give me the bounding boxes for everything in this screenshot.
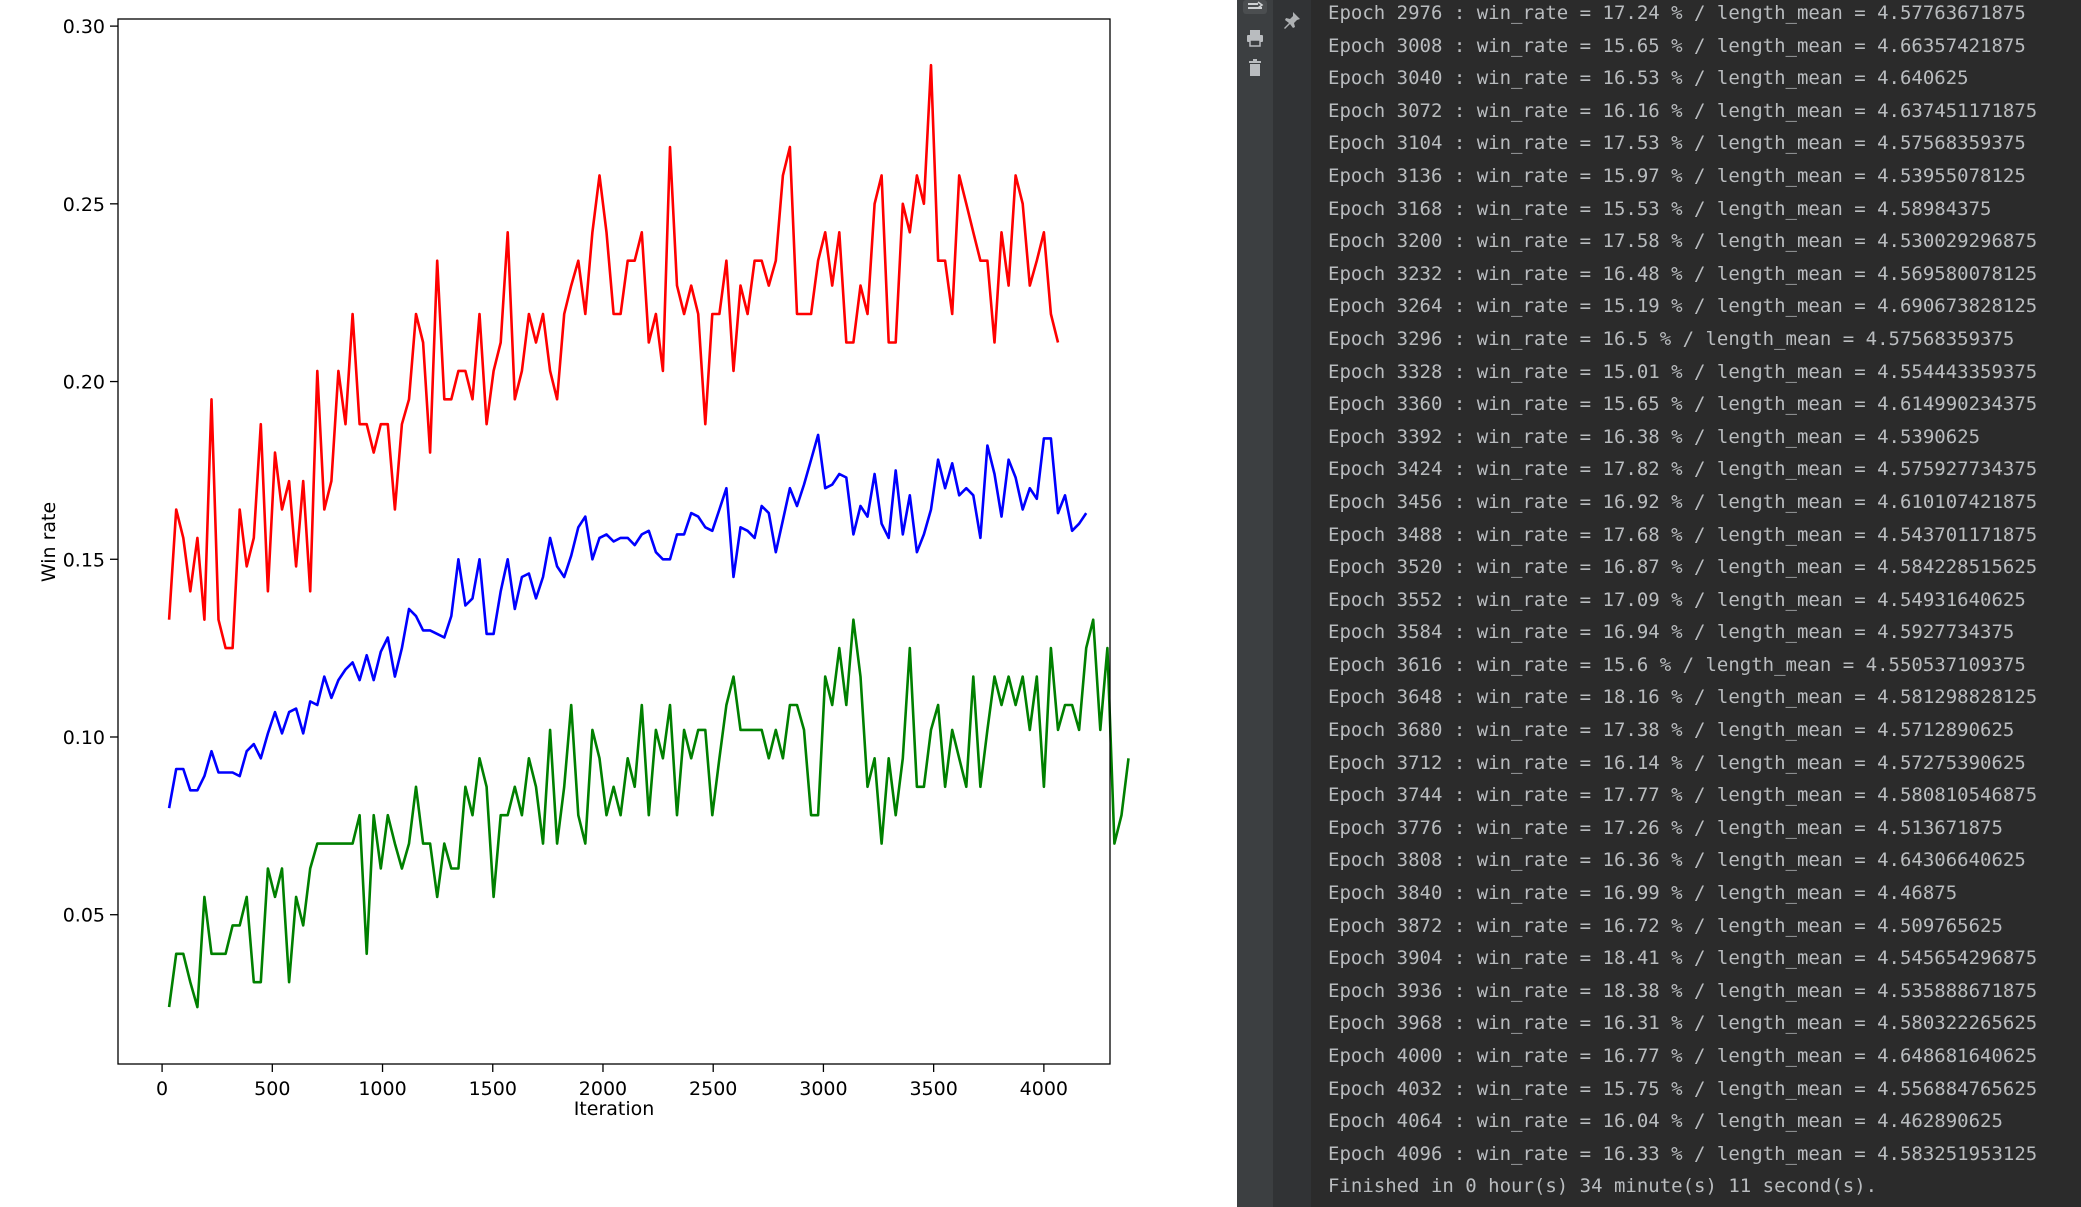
console-line: Epoch 4032 : win_rate = 15.75 % / length… bbox=[1328, 1077, 2038, 1100]
plot-panel: 0 500 1000 1500 2000 2500 3000 3500 4000 0.05 0.10… bbox=[38, 16, 1130, 1120]
x-tick-label: 4000 bbox=[1020, 1078, 1068, 1100]
console-line: Epoch 3808 : win_rate = 16.36 % / length… bbox=[1328, 849, 2026, 872]
console-line: Epoch 3968 : win_rate = 16.31 % / length… bbox=[1328, 1012, 2038, 1035]
console-line: Epoch 3904 : win_rate = 18.41 % / length… bbox=[1328, 947, 2038, 970]
x-tick-label: 1000 bbox=[358, 1078, 406, 1100]
y-tick-label: 0.20 bbox=[63, 372, 105, 394]
console-line: Epoch 4096 : win_rate = 16.33 % / length… bbox=[1328, 1142, 2038, 1165]
x-axis-label: Iteration bbox=[574, 1098, 655, 1120]
console-gutter bbox=[1273, 0, 1311, 1207]
console-line: Epoch 3712 : win_rate = 16.14 % / length… bbox=[1328, 751, 2026, 774]
print-icon[interactable] bbox=[1243, 26, 1267, 50]
console-lines: Epoch 2976 : win_rate = 17.24 % / length… bbox=[1328, 0, 2037, 1203]
console-line: Epoch 3392 : win_rate = 16.38 % / length… bbox=[1328, 425, 1981, 448]
y-tick-label: 0.30 bbox=[63, 16, 105, 38]
y-tick-label: 0.10 bbox=[63, 727, 105, 749]
console-line: Epoch 3552 : win_rate = 17.09 % / length… bbox=[1328, 588, 2026, 611]
y-axis-label: Win rate bbox=[38, 502, 60, 582]
console-line: Epoch 3936 : win_rate = 18.38 % / length… bbox=[1328, 979, 2038, 1002]
console-line: Epoch 3776 : win_rate = 17.26 % / length… bbox=[1328, 816, 2003, 839]
x-tick-label: 0 bbox=[156, 1078, 168, 1100]
console-output[interactable]: Epoch 2976 : win_rate = 17.24 % / length… bbox=[1311, 0, 2081, 1207]
console-tool-strip bbox=[1237, 0, 1273, 1207]
console-line: Epoch 3520 : win_rate = 16.87 % / length… bbox=[1328, 556, 2038, 579]
console-line: Epoch 3232 : win_rate = 16.48 % / length… bbox=[1328, 262, 2038, 285]
console-line: Epoch 3840 : win_rate = 16.99 % / length… bbox=[1328, 882, 1958, 905]
x-tick-label: 1500 bbox=[469, 1078, 517, 1100]
console-line: Epoch 3168 : win_rate = 15.53 % / length… bbox=[1328, 197, 1992, 220]
console-line: Epoch 3584 : win_rate = 16.94 % / length… bbox=[1328, 621, 2015, 644]
series-line-0 bbox=[167, 63, 1060, 650]
console-line: Epoch 3008 : win_rate = 15.65 % / length… bbox=[1328, 34, 2026, 57]
console-finished-line: Finished in 0 hour(s) 34 minute(s) 11 se… bbox=[1328, 1175, 1878, 1198]
console-line: Epoch 3264 : win_rate = 15.19 % / length… bbox=[1328, 295, 2038, 318]
console-line: Epoch 3040 : win_rate = 16.53 % / length… bbox=[1328, 67, 1969, 90]
series-line-2 bbox=[167, 618, 1130, 1009]
console-line: Epoch 3200 : win_rate = 17.58 % / length… bbox=[1328, 230, 2038, 253]
console-line: Epoch 3680 : win_rate = 17.38 % / length… bbox=[1328, 719, 2015, 742]
x-tick-label: 3000 bbox=[799, 1078, 847, 1100]
console-line: Epoch 4064 : win_rate = 16.04 % / length… bbox=[1328, 1110, 2003, 1133]
plot-frame bbox=[117, 18, 1111, 1065]
console-line: Epoch 3296 : win_rate = 16.5 % / length_… bbox=[1328, 327, 2015, 350]
console-line: Epoch 3872 : win_rate = 16.72 % / length… bbox=[1328, 914, 2003, 937]
console-line: Epoch 3456 : win_rate = 16.92 % / length… bbox=[1328, 490, 2038, 513]
console-line: Epoch 3648 : win_rate = 18.16 % / length… bbox=[1328, 686, 2038, 709]
x-tick-label: 3500 bbox=[909, 1078, 957, 1100]
console-line: Epoch 3744 : win_rate = 17.77 % / length… bbox=[1328, 784, 2038, 807]
console-line: Epoch 3488 : win_rate = 17.68 % / length… bbox=[1328, 523, 2038, 546]
win-rate-chart: 0 500 1000 1500 2000 2500 3000 3500 4000 0.05 0.10… bbox=[38, 16, 1130, 1120]
console-line: Epoch 3328 : win_rate = 15.01 % / length… bbox=[1328, 360, 2038, 383]
series-line-1 bbox=[167, 433, 1088, 809]
console-line: Epoch 3360 : win_rate = 15.65 % / length… bbox=[1328, 393, 2038, 416]
console-line: Epoch 3104 : win_rate = 17.53 % / length… bbox=[1328, 132, 2026, 155]
x-tick-label: 2500 bbox=[689, 1078, 737, 1100]
console-line: Epoch 3616 : win_rate = 15.6 % / length_… bbox=[1328, 653, 2026, 676]
y-tick-label: 0.15 bbox=[63, 549, 105, 571]
y-tick-label: 0.05 bbox=[63, 905, 105, 927]
console-line: Epoch 2976 : win_rate = 17.24 % / length… bbox=[1328, 2, 2026, 24]
x-tick-label: 500 bbox=[254, 1078, 290, 1100]
console-line: Epoch 3072 : win_rate = 16.16 % / length… bbox=[1328, 99, 2038, 122]
pin-icon[interactable] bbox=[1279, 9, 1305, 31]
scroll-to-end-icon[interactable] bbox=[1243, 0, 1267, 14]
x-tick-label: 2000 bbox=[579, 1078, 627, 1100]
console-line: Epoch 3136 : win_rate = 15.97 % / length… bbox=[1328, 164, 2026, 187]
console-line: Epoch 4000 : win_rate = 16.77 % / length… bbox=[1328, 1045, 2038, 1067]
trash-icon[interactable] bbox=[1243, 56, 1267, 80]
console-line: Epoch 3424 : win_rate = 17.82 % / length… bbox=[1328, 458, 2038, 481]
y-tick-label: 0.25 bbox=[63, 194, 105, 216]
